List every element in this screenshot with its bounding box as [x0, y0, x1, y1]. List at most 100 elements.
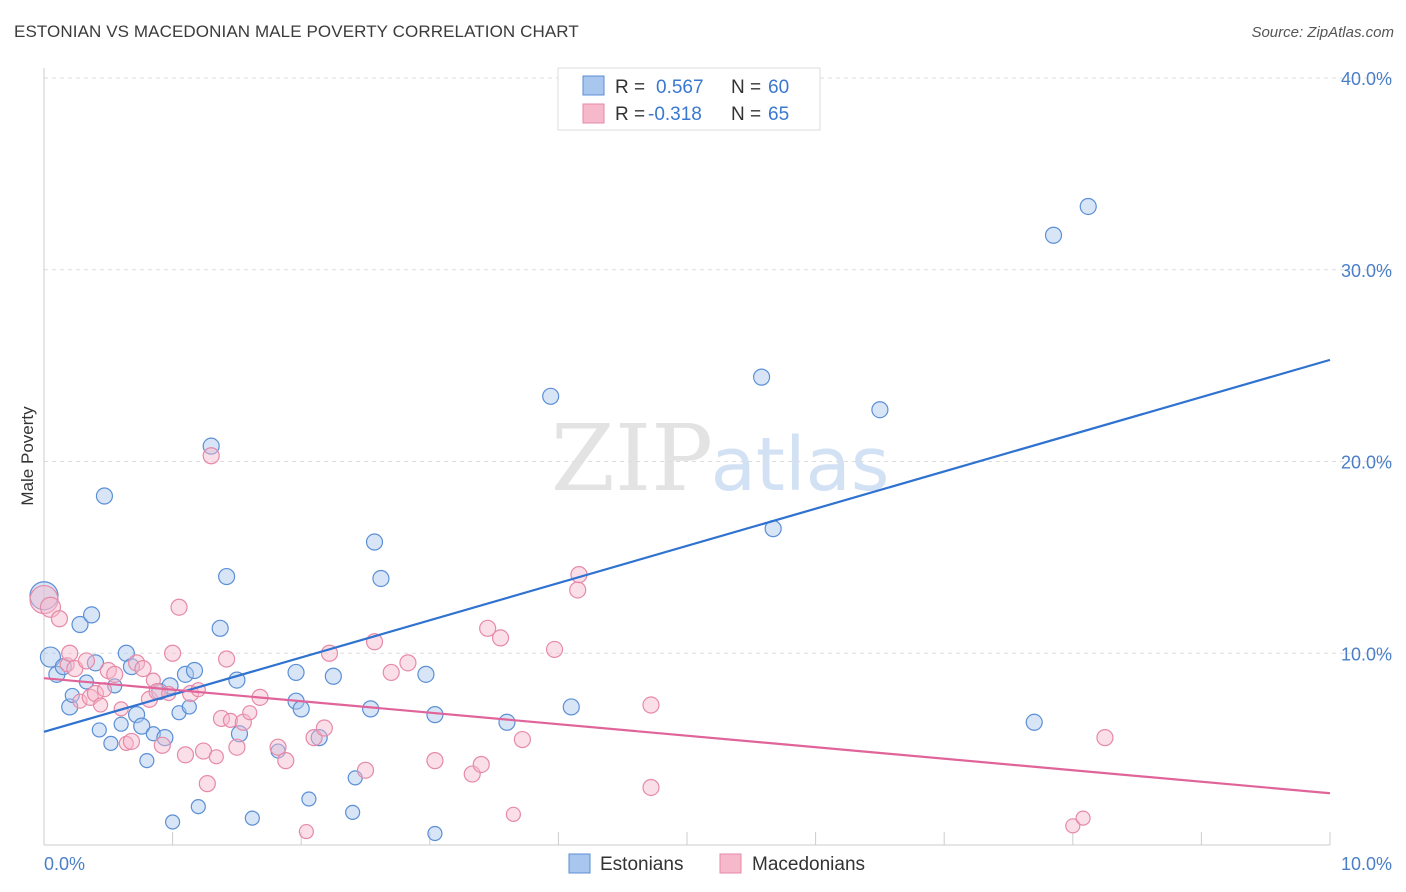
macedonian-point [212, 709, 231, 728]
estonian-point [372, 569, 390, 588]
macedonian-point [72, 693, 88, 709]
data-points [29, 197, 1114, 842]
estonian-point [211, 619, 229, 637]
estonian-point [190, 799, 206, 815]
y-tick-label: 10.0% [1341, 644, 1392, 664]
macedonian-point [106, 665, 124, 683]
macedonian-point [198, 775, 216, 793]
estonian-point [292, 700, 310, 718]
estonian-point [310, 729, 328, 747]
macedonian-point [1096, 729, 1114, 747]
estonian-point [185, 661, 204, 680]
estonian-point [64, 687, 80, 704]
macedonian-point [218, 650, 236, 668]
estonian-point [91, 722, 107, 738]
macedonian-point [122, 732, 141, 751]
legend-n-label-2: N = [731, 104, 761, 125]
legend-n-value-2: 65 [768, 104, 789, 125]
macedonian-point [153, 736, 171, 754]
grid-lines [44, 77, 1392, 654]
estonian-point [218, 567, 236, 586]
estonian-point [542, 387, 560, 405]
estonian-point [871, 401, 889, 419]
estonian-point [1044, 226, 1063, 244]
macedonian-point [642, 696, 660, 714]
legend-n-value-1: 60 [768, 77, 789, 98]
estonian-point [752, 368, 771, 386]
legend-swatch-estonians [582, 75, 605, 96]
estonian-point [345, 804, 361, 821]
macedonian-point [269, 738, 287, 756]
series-legend-swatch-macedonians [719, 853, 742, 874]
x-tick-marks [172, 832, 1331, 845]
series-legend-label-macedonians: Macedonians [752, 854, 865, 875]
macedonian-point [134, 659, 152, 678]
estonian-point [301, 791, 317, 807]
macedonian-point [426, 752, 444, 770]
macedonian-point [315, 719, 333, 737]
macedonian-point [77, 652, 96, 670]
series-legend-swatch-estonians [568, 853, 591, 874]
series-legend-label-estonians: Estonians [600, 854, 683, 875]
x-tick-label-max: 10.0% [1341, 854, 1392, 874]
estonian-point [1025, 713, 1043, 731]
estonian-point [181, 699, 197, 715]
stats-legend: R = 0.567 N = 60 R = -0.318 N = 65 [557, 67, 821, 131]
estonian-point [562, 698, 580, 716]
macedonian-point [399, 654, 417, 672]
y-tick-label: 30.0% [1341, 261, 1392, 281]
y-tick-labels: 10.0% 20.0% 30.0% 40.0% [1341, 69, 1392, 664]
macedonian-point [170, 598, 188, 616]
estonian-point [71, 615, 89, 634]
legend-r-label-2: R = [615, 104, 645, 125]
y-tick-label: 40.0% [1341, 69, 1392, 89]
estonian-point [176, 665, 195, 683]
estonian-point [95, 487, 114, 505]
macedonian-point [222, 712, 239, 728]
legend-r-value-1: 0.567 [656, 77, 704, 98]
macedonian-point [356, 761, 375, 779]
estonian-point [427, 825, 443, 842]
macedonian-point [228, 738, 246, 756]
estonian-point [417, 665, 435, 683]
macedonian-point [545, 640, 564, 659]
legend-swatch-macedonians [582, 103, 605, 124]
estonian-point [287, 663, 305, 682]
estonian-point [39, 646, 62, 668]
estonian-point [103, 735, 119, 751]
macedonian-point [164, 644, 182, 662]
macedonian-point [202, 447, 220, 465]
estonian-point [498, 713, 516, 731]
estonian-point [324, 667, 342, 685]
estonian-point [244, 810, 260, 826]
y-axis-label: Male Poverty [18, 406, 37, 506]
macedonian-point [50, 610, 69, 628]
macedonian-point [61, 644, 79, 662]
macedonian-point [513, 730, 531, 749]
estonian-trend-line [43, 358, 1331, 733]
macedonian-point [92, 697, 109, 713]
estonian-point [202, 437, 220, 455]
estonian-point [113, 716, 129, 732]
estonian-point [133, 717, 151, 735]
macedonian-point [479, 619, 497, 637]
macedonian-point [382, 663, 400, 682]
estonian-point [82, 606, 101, 624]
macedonian-point [569, 581, 587, 599]
macedonian-point [642, 778, 660, 797]
macedonian-point [1075, 810, 1091, 826]
x-tick-label-min: 0.0% [44, 854, 85, 874]
estonian-point [365, 533, 384, 551]
macedonian-point [1065, 818, 1081, 834]
source-credit: Source: ZipAtlas.com [1251, 24, 1394, 41]
macedonian-point [176, 746, 195, 764]
macedonian-point [298, 823, 314, 840]
macedonian-trend-line [43, 677, 1331, 795]
legend-n-label-1: N = [731, 77, 761, 98]
estonian-point [1079, 197, 1097, 216]
macedonian-point [118, 735, 134, 751]
trend-lines [43, 358, 1331, 795]
estonian-point [139, 753, 155, 769]
y-tick-label: 20.0% [1341, 453, 1392, 473]
